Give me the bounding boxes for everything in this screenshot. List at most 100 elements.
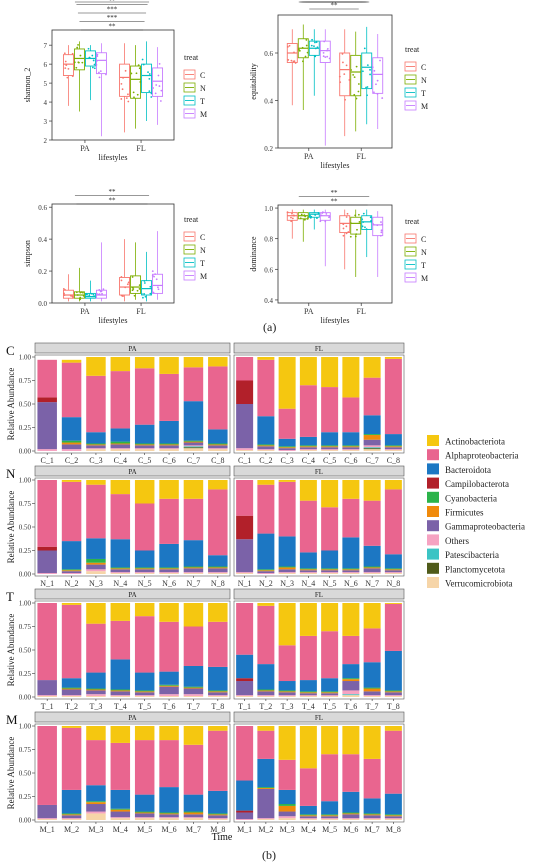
jitter-point xyxy=(148,77,151,80)
jitter-point xyxy=(342,61,344,64)
y-tick-label: 0.00 xyxy=(19,571,32,579)
stacked-segment xyxy=(257,603,275,606)
legend-label: Verrucomicrobiota xyxy=(445,579,512,589)
stacked-segment xyxy=(110,742,131,790)
stacked-segment xyxy=(299,450,317,451)
jitter-point xyxy=(305,44,308,47)
jitter-point xyxy=(75,66,78,69)
stacked-segment xyxy=(86,603,106,624)
jitter-point xyxy=(356,228,358,231)
facet-strip xyxy=(233,588,405,600)
stacked-segment xyxy=(278,408,296,439)
jitter-point xyxy=(99,290,102,293)
stacked-segment xyxy=(208,443,228,445)
jitter-point xyxy=(328,215,331,218)
x-tick-label: N_7 xyxy=(187,579,201,588)
stacked-segment xyxy=(384,730,402,794)
stacked-segment xyxy=(61,362,82,418)
jitter-point xyxy=(98,76,101,79)
stacked-segment xyxy=(363,573,381,574)
stacked-segment xyxy=(384,358,402,435)
stacked-segment xyxy=(159,685,179,687)
jitter-point xyxy=(326,55,329,58)
box-body xyxy=(372,57,384,94)
y-tick-label: 0.75 xyxy=(19,377,32,385)
y-tick-label: 4 xyxy=(44,99,48,107)
stacked-segment xyxy=(183,665,204,687)
stacked-segment xyxy=(183,573,204,574)
jitter-point xyxy=(310,44,313,47)
y-tick-label: 0.25 xyxy=(19,793,32,801)
stacked-segment xyxy=(37,449,57,451)
stacked-segment xyxy=(208,813,228,815)
stacked-segment xyxy=(183,448,204,451)
y-tick-label: 0.50 xyxy=(19,647,32,655)
stacked-segment xyxy=(134,690,155,692)
stacked-segment xyxy=(61,815,82,819)
jitter-point xyxy=(92,293,95,296)
stacked-segment xyxy=(208,357,228,367)
stacked-segment xyxy=(278,816,296,819)
stacked-segment xyxy=(61,696,82,697)
jitter-point xyxy=(139,81,142,83)
stacked-segment xyxy=(321,573,339,574)
jitter-point xyxy=(96,55,99,58)
stacked-segment xyxy=(257,416,275,445)
y-tick-label: 0.6 xyxy=(264,266,273,274)
stacked-segment xyxy=(299,447,317,450)
stacked-segment xyxy=(342,678,360,680)
jitter-point xyxy=(131,286,134,289)
stacked-segment xyxy=(321,568,339,570)
stacked-segment xyxy=(278,811,296,817)
jitter-point xyxy=(298,49,301,52)
stacked-segment xyxy=(86,480,106,485)
x-tick-label: C_3 xyxy=(280,456,293,465)
jitter-point xyxy=(92,59,95,62)
stacked-segment xyxy=(110,817,131,819)
stacked-segment xyxy=(299,385,317,437)
jitter-point xyxy=(379,59,381,62)
stacked-segment xyxy=(363,813,381,815)
jitter-point xyxy=(291,212,293,215)
stacked-segment xyxy=(110,691,131,696)
x-axis-title: Time xyxy=(212,832,233,843)
x-tick-label: N_5 xyxy=(323,579,337,588)
y-tick-label: 6 xyxy=(44,61,48,69)
stacked-segment xyxy=(236,448,254,451)
significance-label: ** xyxy=(331,0,339,3)
jitter-point xyxy=(339,81,342,84)
stacked-segment xyxy=(299,552,317,569)
stacked-segment xyxy=(278,805,296,812)
legend-label: C xyxy=(200,233,205,242)
stacked-segment xyxy=(134,443,155,445)
stacked-segment xyxy=(37,603,57,681)
stacked-segment xyxy=(183,818,204,820)
jitter-point xyxy=(151,270,154,273)
facet-label: FL xyxy=(315,714,323,722)
jitter-point xyxy=(88,294,91,297)
legend-label: Gammaproteobacteria xyxy=(445,522,525,532)
stacked-segment xyxy=(384,818,402,820)
jitter-point xyxy=(105,73,107,76)
jitter-point xyxy=(362,70,364,73)
stacked-segment xyxy=(61,417,82,441)
legend-label: N xyxy=(200,246,206,255)
jitter-point xyxy=(304,215,307,218)
jitter-point xyxy=(288,44,291,47)
stacked-segment xyxy=(321,819,339,820)
stacked-segment xyxy=(278,645,296,682)
jitter-point xyxy=(300,213,303,216)
stacked-segment xyxy=(342,498,360,538)
stacked-segment xyxy=(363,568,381,573)
jitter-point xyxy=(349,222,352,224)
jitter-point xyxy=(133,294,136,297)
jitter-point xyxy=(77,61,80,64)
stacked-segment xyxy=(134,567,155,569)
stacked-segment xyxy=(183,568,204,573)
stacked-segment xyxy=(61,813,82,815)
stacked-segment xyxy=(278,536,296,567)
stacked-segment xyxy=(363,758,381,799)
stacked-segment xyxy=(257,446,275,450)
box-body xyxy=(130,275,142,294)
legend-label: Firmicutes xyxy=(445,508,484,518)
